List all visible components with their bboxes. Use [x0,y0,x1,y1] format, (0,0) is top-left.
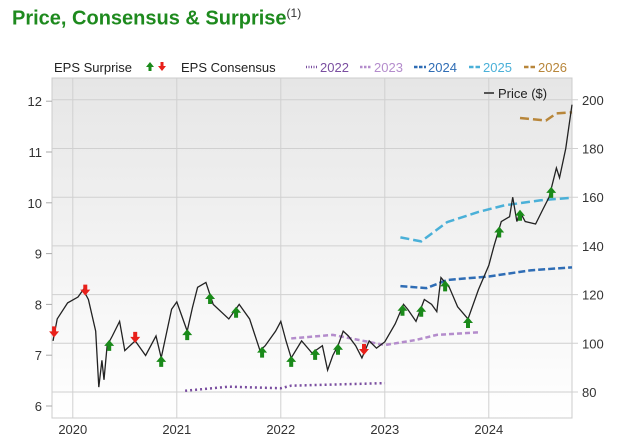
left-tick-label: 11 [29,145,43,160]
x-tick-label: 2022 [266,422,295,437]
surprise-up-arrow-icon [156,355,167,367]
surprise-up-arrow-icon [416,305,427,317]
surprise-up-arrow-icon [333,343,343,355]
surprise-up-arrow-icon [104,339,115,351]
surprise-up-arrow-icon [182,329,193,341]
right-tick-label: 120 [582,288,604,303]
surprise-down-arrow-icon [80,284,91,296]
legend-label-2022: 2022 [320,60,349,75]
consensus-line-2024 [400,266,573,290]
legend-price: Price ($) [498,86,547,101]
right-tick-label: 180 [582,142,604,157]
left-tick-label: 9 [35,247,42,262]
legend-label-2024: 2024 [428,60,457,75]
left-tick-label: 12 [28,94,42,109]
right-tick-label: 160 [582,190,604,205]
legend-down-arrow-icon [158,62,166,71]
surprise-down-arrow-icon [359,344,369,356]
legend-label-2025: 2025 [483,60,512,75]
title-footnote: (1) [286,6,302,20]
surprise-up-arrow-icon [494,226,505,238]
surprise-down-arrow-icon [130,331,141,343]
surprise-up-arrow-icon [546,186,557,198]
legend-up-arrow-icon [146,62,154,71]
x-tick-label: 2021 [162,422,191,437]
x-tick-label: 2023 [370,422,399,437]
consensus-line-2025 [400,196,573,243]
left-tick-label: 7 [35,348,42,363]
legend-label-2023: 2023 [374,60,403,75]
right-tick-label: 140 [582,239,604,254]
x-tick-label: 2024 [474,422,503,437]
surprise-down-arrow-icon [49,326,60,338]
title-text: Price, Consensus & Surprise [12,7,287,30]
right-tick-label: 200 [582,93,604,108]
consensus-line-2023 [291,331,479,347]
surprise-up-arrow-icon [205,292,216,304]
chart-title: Price, Consensus & Surprise(1) [12,6,301,31]
left-tick-label: 10 [28,196,42,211]
right-tick-label: 100 [582,336,604,351]
surprise-up-arrow-icon [257,346,268,358]
surprise-up-arrow-icon [440,280,451,292]
consensus-line-2026 [519,111,573,122]
legend-eps-surprise: EPS Surprise [54,60,132,75]
surprise-up-arrow-icon [397,304,408,316]
surprise-up-arrow-icon [286,355,297,367]
x-tick-label: 2020 [58,422,87,437]
surprise-up-arrow-icon [515,209,525,221]
plot-area [51,77,573,419]
right-tick-label: 80 [582,385,596,400]
left-tick-label: 8 [35,297,42,312]
legend-label-2026: 2026 [538,60,567,75]
surprise-up-arrow-icon [463,316,473,328]
legend-eps-consensus: EPS Consensus [181,60,276,75]
left-tick-label: 6 [35,399,42,414]
surprise-up-arrow-icon [231,306,242,318]
consensus-line-2022 [185,381,385,393]
surprise-up-arrow-icon [310,348,321,360]
